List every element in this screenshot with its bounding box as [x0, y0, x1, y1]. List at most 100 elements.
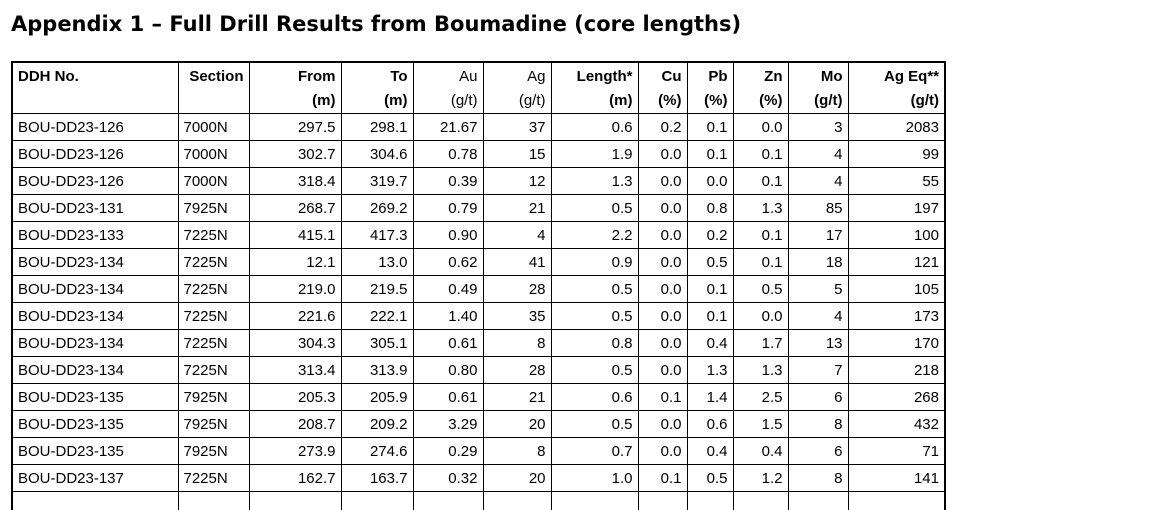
cell-cu: 0.1 [637, 464, 688, 492]
cell-pb: 0.1 [686, 113, 734, 141]
cell-ageq: 170 [847, 329, 946, 357]
cell-ag: 20 [482, 410, 552, 438]
cell-mo: 7 [787, 356, 849, 384]
cell-to: 298.1 [340, 113, 414, 141]
column-label: Zn [764, 68, 783, 85]
cell-cu: 0.0 [637, 437, 688, 465]
cell-length: 0.5 [550, 302, 639, 330]
cell-au: 0.61 [412, 329, 484, 357]
column-unit: (m) [609, 92, 633, 109]
table-row: BOU-DD23-126 7000N 302.7 304.6 0.78 15 1.9 0.0 0… [11, 140, 946, 168]
cell-from: 162.7 [248, 464, 342, 492]
cell-pb: 0.2 [686, 221, 734, 249]
cell-zn: 1.3 [732, 194, 789, 222]
cell-to: 313.9 [340, 356, 414, 384]
cell-ageq: 197 [847, 194, 946, 222]
table-header: DDH No. Section From (m) To (m) Au (g/t) Ag (g/t)… [11, 61, 946, 114]
cell-length: 0.9 [550, 248, 639, 276]
cell-pb: 0.0 [686, 167, 734, 195]
cell-to: 13.0 [340, 248, 414, 276]
cell-ag: 28 [482, 356, 552, 384]
cell-ddh: BOU-DD23-134 [11, 302, 179, 330]
cell-empty [637, 491, 688, 510]
cell-to: 305.1 [340, 329, 414, 357]
cell-ageq: 218 [847, 356, 946, 384]
table-row: BOU-DD23-134 7225N 12.1 13.0 0.62 41 0.9 0.0 0.5… [11, 248, 946, 276]
column-unit: (%) [658, 92, 682, 109]
cell-section: 7225N [177, 302, 250, 330]
cell-au: 0.29 [412, 437, 484, 465]
cell-ag: 21 [482, 383, 552, 411]
cell-cu: 0.1 [637, 383, 688, 411]
cell-from: 208.7 [248, 410, 342, 438]
table-row: BOU-DD23-135 7925N 205.3 205.9 0.61 21 0.6 0.1 1… [11, 383, 946, 411]
cell-to: 205.9 [340, 383, 414, 411]
page-title: Appendix 1 – Full Drill Results from Bou… [11, 12, 742, 36]
column-header-ageq: Ag Eq** (g/t) [847, 61, 946, 114]
cell-length: 0.5 [550, 410, 639, 438]
column-header-cu: Cu (%) [637, 61, 688, 114]
cell-ageq: 2083 [847, 113, 946, 141]
cell-to: 319.7 [340, 167, 414, 195]
cell-cu: 0.2 [637, 113, 688, 141]
cell-length: 0.5 [550, 275, 639, 303]
column-label: Length* [576, 68, 633, 85]
cell-au: 0.90 [412, 221, 484, 249]
cell-cu: 0.0 [637, 275, 688, 303]
cell-from: 268.7 [248, 194, 342, 222]
cell-section: 7000N [177, 167, 250, 195]
cell-pb: 0.5 [686, 248, 734, 276]
cell-zn: 1.5 [732, 410, 789, 438]
cell-ag: 41 [482, 248, 552, 276]
cell-ddh: BOU-DD23-135 [11, 410, 179, 438]
cell-au: 3.29 [412, 410, 484, 438]
cell-empty [412, 491, 484, 510]
cell-to: 417.3 [340, 221, 414, 249]
cell-from: 219.0 [248, 275, 342, 303]
cell-ddh: BOU-DD23-135 [11, 383, 179, 411]
cell-ddh: BOU-DD23-131 [11, 194, 179, 222]
cell-zn: 1.2 [732, 464, 789, 492]
column-unit: (m) [384, 92, 408, 109]
table-row: BOU-DD23-126 7000N 297.5 298.1 21.67 37 0.6 0.2… [11, 113, 946, 141]
cell-pb: 0.1 [686, 275, 734, 303]
cell-length: 0.6 [550, 113, 639, 141]
table-row: BOU-DD23-134 7225N 313.4 313.9 0.80 28 0.5 0.0 1… [11, 356, 946, 384]
cell-mo: 6 [787, 383, 849, 411]
cell-ddh: BOU-DD23-134 [11, 248, 179, 276]
column-label: Section [189, 68, 244, 85]
column-unit: (%) [704, 92, 728, 109]
column-label: DDH No. [18, 68, 79, 85]
column-label: Au [459, 68, 478, 85]
cell-length: 0.7 [550, 437, 639, 465]
column-unit: (m) [312, 92, 336, 109]
cell-zn: 0.1 [732, 167, 789, 195]
cell-ag: 15 [482, 140, 552, 168]
cell-from: 415.1 [248, 221, 342, 249]
cell-section: 7925N [177, 383, 250, 411]
cell-au: 0.32 [412, 464, 484, 492]
cell-cu: 0.0 [637, 194, 688, 222]
cell-au: 0.49 [412, 275, 484, 303]
column-header-section: Section [177, 61, 250, 114]
cell-section: 7925N [177, 437, 250, 465]
cell-to: 209.2 [340, 410, 414, 438]
cell-empty [732, 491, 789, 510]
cell-ddh: BOU-DD23-134 [11, 356, 179, 384]
table-row: BOU-DD23-137 7225N 162.7 163.7 0.32 20 1.0 0.1 0… [11, 464, 946, 492]
cell-mo: 6 [787, 437, 849, 465]
cell-cu: 0.0 [637, 167, 688, 195]
table-row: BOU-DD23-126 7000N 318.4 319.7 0.39 12 1.3 0.0 0… [11, 167, 946, 195]
table-row: BOU-DD23-134 7225N 304.3 305.1 0.61 8 0.8 0.0 0.… [11, 329, 946, 357]
cell-mo: 8 [787, 410, 849, 438]
cell-mo: 8 [787, 464, 849, 492]
cell-ddh: BOU-DD23-133 [11, 221, 179, 249]
cell-pb: 0.6 [686, 410, 734, 438]
cell-from: 221.6 [248, 302, 342, 330]
cell-from: 297.5 [248, 113, 342, 141]
cell-mo: 5 [787, 275, 849, 303]
cell-empty [340, 491, 414, 510]
table-row: BOU-DD23-133 7225N 415.1 417.3 0.90 4 2.2 0.0 0.… [11, 221, 946, 249]
column-header-to: To (m) [340, 61, 414, 114]
cell-pb: 0.1 [686, 140, 734, 168]
